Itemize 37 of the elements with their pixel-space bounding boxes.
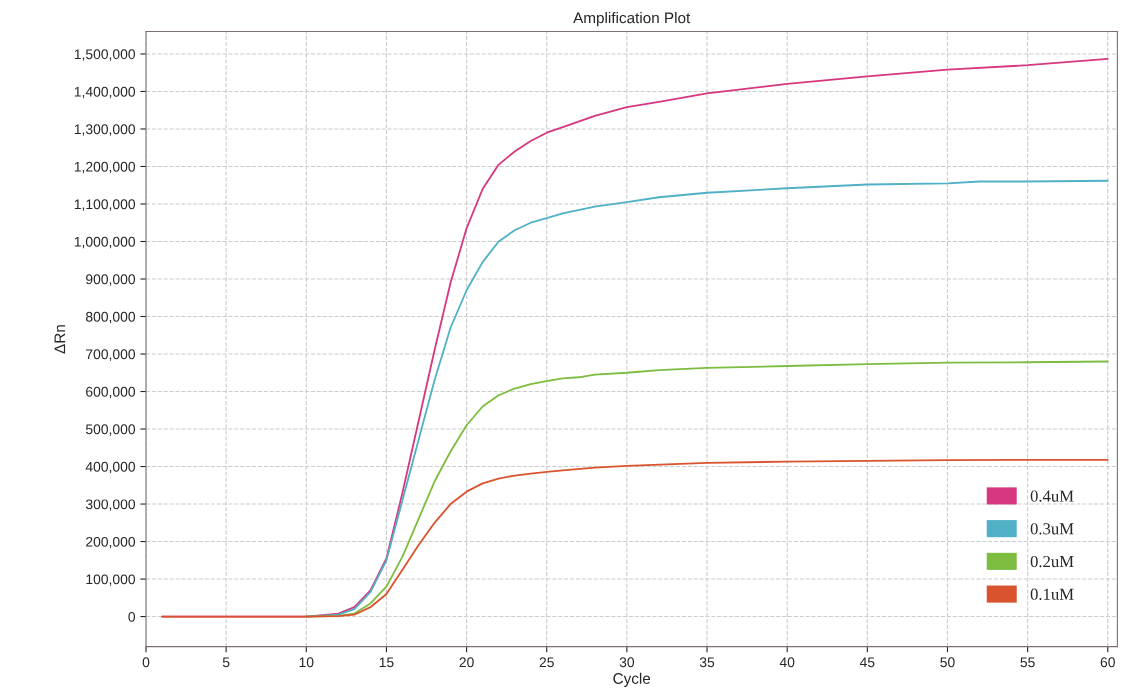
x-tick-label: 45 [859, 657, 875, 668]
legend-label: 0.1uM [1030, 588, 1074, 600]
y-tick-label: 1,300,000 [74, 124, 136, 136]
y-axis-title: ΔRn [54, 325, 66, 354]
y-tick-label: 800,000 [85, 311, 136, 324]
y-tick-label: 600,000 [86, 386, 136, 399]
y-tick-label: 1,000,000 [74, 236, 136, 249]
y-tick-label: 200,000 [86, 536, 136, 549]
y-tick-label: 0 [128, 611, 136, 622]
x-tick-label: 55 [1020, 657, 1035, 668]
y-tick-label: 300,000 [85, 499, 136, 511]
x-tick-label: 15 [379, 657, 394, 668]
y-tick-label: 1,100,000 [74, 199, 136, 211]
x-tick-label: 60 [1100, 657, 1115, 668]
line-series [161, 458, 1109, 618]
y-tick-label: 700,000 [86, 349, 136, 361]
chart-title: Amplification Plot [573, 12, 691, 27]
legend-label: 0.4uM [1030, 490, 1074, 502]
x-tick-label: 0 [142, 657, 150, 668]
x-tick-label: 20 [459, 657, 474, 668]
x-tick-label: 35 [699, 657, 715, 668]
x-tick-label: 30 [619, 657, 635, 668]
y-tick-label: 1,200,000 [74, 161, 136, 174]
y-tick-label: 1,400,000 [74, 86, 136, 99]
legend-label: 0.3uM [1030, 523, 1074, 535]
y-tick-label: 1,500,000 [74, 49, 136, 61]
y-tick-label: 100,000 [86, 574, 136, 586]
y-tick-label: 400,000 [85, 461, 136, 474]
x-tick-label: 25 [539, 657, 554, 668]
x-tick-label: 40 [779, 657, 795, 668]
y-tick-label: 500,000 [85, 424, 136, 436]
x-tick-label: 5 [222, 657, 230, 668]
y-tick-label: 900,000 [86, 274, 136, 286]
x-tick-label: 50 [940, 657, 955, 668]
x-tick-label: 10 [299, 657, 314, 668]
legend-label: 0.2uM [1030, 555, 1074, 568]
x-axis-title: Cycle [613, 672, 651, 687]
